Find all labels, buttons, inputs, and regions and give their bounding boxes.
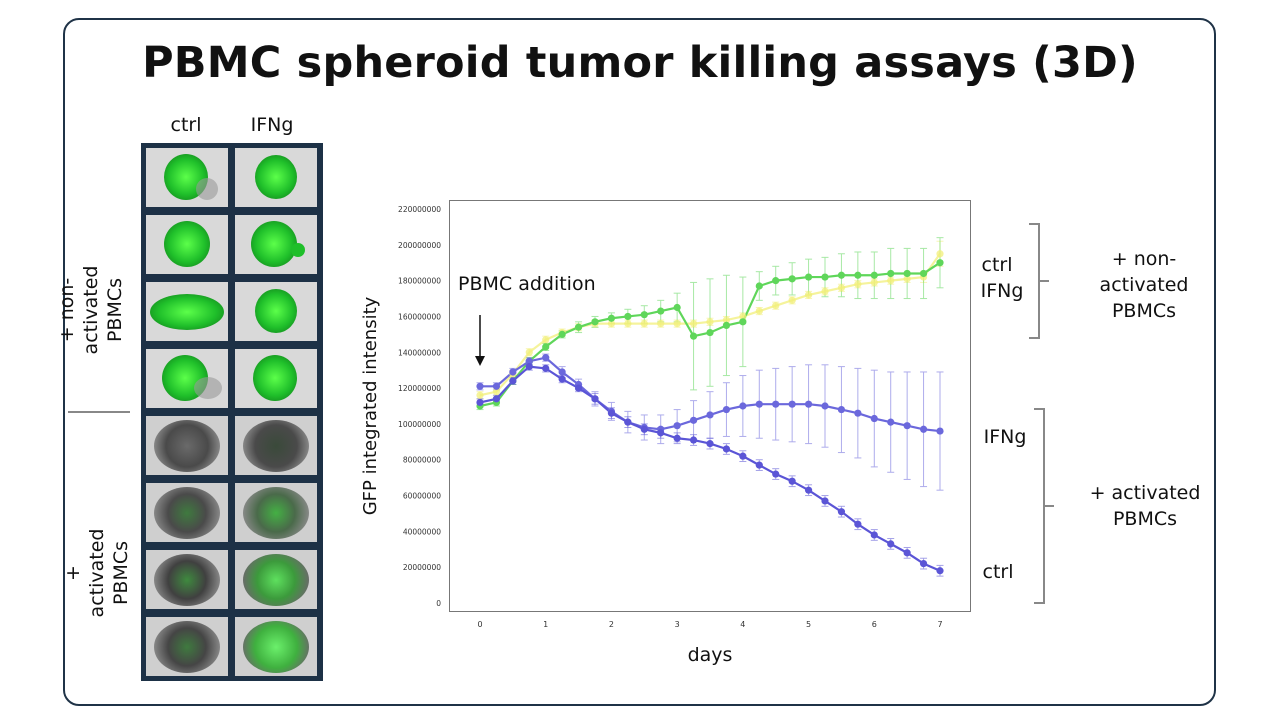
group-label-non-activated: + non-activated PBMCs [55,215,127,405]
spheroid-image [146,617,228,676]
spheroid-image [235,550,317,609]
label-act-ifng: IFNg [983,426,1027,448]
spheroid-image [146,282,228,341]
spheroid-image [235,148,317,207]
spheroid-image-grid [141,143,323,681]
group-right-non-line2: activated [1099,274,1189,296]
spheroid-image [235,483,317,542]
group-right-non-line1: + non- [1111,248,1177,270]
group-right-activated: + activated PBMCs [1082,480,1208,532]
group-label-activated: + activated PBMCs [61,478,133,668]
bracket-activated [1034,408,1054,604]
group-label-activated-text: + activated PBMCs [62,528,132,618]
slide-frame [63,18,1216,706]
column-header-ctrl: ctrl [170,114,202,136]
spheroid-image [235,282,317,341]
label-nonact-ifng: IFNg [980,280,1024,302]
group-right-act-line1: + activated [1089,482,1201,504]
group-label-non-activated-text: + non-activated PBMCs [56,265,126,355]
spheroid-image [235,416,317,475]
group-divider [68,411,130,413]
label-nonact-ctrl: ctrl [981,254,1013,276]
bracket-non-activated [1029,223,1049,339]
spheroid-image [146,550,228,609]
spheroid-image [146,215,228,274]
spheroid-image [146,483,228,542]
group-right-non-activated: + non- activated PBMCs [1078,246,1210,324]
group-right-act-line2: PBMCs [1112,508,1178,530]
spheroid-image [146,148,228,207]
plot-area-frame [449,200,971,612]
group-right-non-line3: PBMCs [1111,300,1177,322]
label-act-ctrl: ctrl [982,561,1014,583]
spheroid-image [235,617,317,676]
column-header-ifng: IFNg [250,114,294,136]
spheroid-image [235,215,317,274]
slide-title: PBMC spheroid tumor killing assays (3D) [142,38,1138,88]
spheroid-image [146,416,228,475]
spheroid-image [146,349,228,408]
spheroid-image [235,349,317,408]
